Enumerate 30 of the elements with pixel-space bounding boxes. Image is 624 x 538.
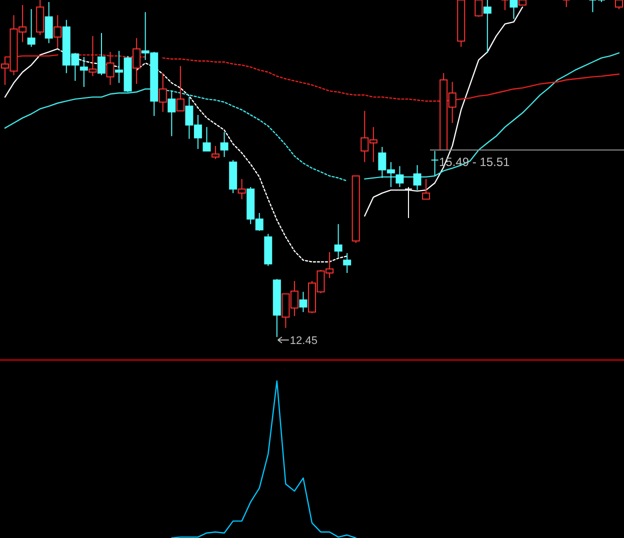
candlestick [44,2,53,44]
candlestick [510,0,518,20]
candlestick [588,0,597,13]
candlestick [334,224,342,258]
candlestick [158,72,167,112]
candlestick [413,164,422,191]
candlestick [474,0,483,18]
candlestick [97,32,106,76]
candlestick [483,0,492,54]
candlestick [80,56,88,88]
candlestick [106,51,114,86]
candlestick [27,8,36,48]
candlestick [238,178,246,200]
candlestick [562,0,570,8]
candlestick [212,145,220,160]
candlestick [343,252,352,274]
annotation: 12.45 [290,335,318,347]
candlestick [299,291,308,313]
candlestick [396,166,404,188]
candlestick [132,38,141,84]
candlestick [88,36,97,77]
candlestick [54,14,62,48]
candlestick [168,90,176,137]
candlestick [430,150,439,176]
candlestick [220,132,228,158]
candlestick [202,126,211,152]
candlestick [422,178,430,200]
candlestick [176,66,184,112]
candlestick [500,0,509,11]
candlestick [615,0,623,10]
